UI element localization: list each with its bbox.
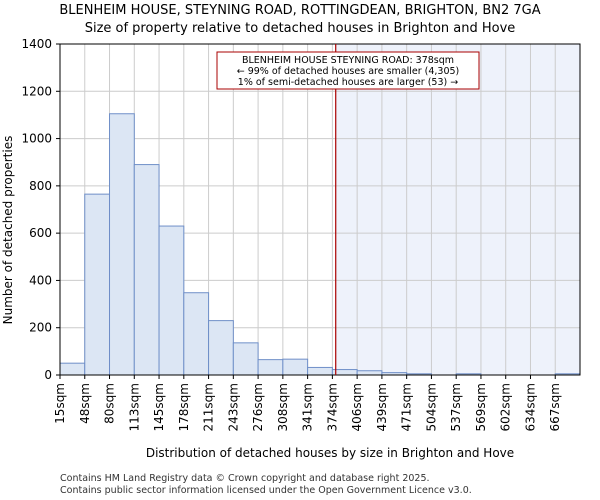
- x-tick-label: 211sqm: [202, 383, 216, 431]
- x-tick-label: 178sqm: [177, 383, 191, 431]
- bar: [59, 362, 86, 376]
- x-tick-label: 569sqm: [474, 383, 488, 431]
- chart-subtitle: Size of property relative to detached ho…: [85, 21, 516, 36]
- y-tick-label: 600: [29, 226, 52, 240]
- x-tick-label: 667sqm: [548, 383, 562, 431]
- x-tick-label: 602sqm: [499, 383, 513, 431]
- y-tick-label: 0: [44, 368, 52, 382]
- chart-title: BLENHEIM HOUSE, STEYNING ROAD, ROTTINGDE…: [59, 3, 540, 18]
- y-tick-label: 1200: [21, 84, 52, 98]
- bar: [356, 370, 383, 376]
- annotation-line: 1% of semi-detached houses are larger (5…: [238, 77, 458, 88]
- x-tick-label: 48sqm: [78, 383, 92, 424]
- x-tick-label: 15sqm: [53, 383, 67, 424]
- bar: [109, 113, 135, 376]
- y-axis-label: Number of detached properties: [1, 136, 15, 325]
- annotation-line: ← 99% of detached houses are smaller (4,…: [237, 66, 460, 77]
- x-tick-label: 471sqm: [400, 383, 414, 431]
- x-tick-label: 80sqm: [103, 383, 117, 424]
- y-tick-label: 1000: [21, 132, 52, 146]
- x-tick-label: 308sqm: [276, 383, 290, 431]
- x-tick-label: 276sqm: [251, 383, 265, 431]
- y-tick-label: 400: [29, 273, 52, 287]
- x-tick-label: 374sqm: [325, 383, 339, 431]
- x-tick-label: 341sqm: [301, 383, 315, 431]
- x-tick-label: 145sqm: [152, 383, 166, 431]
- x-tick-label: 537sqm: [449, 383, 463, 431]
- bar: [183, 292, 210, 376]
- bar: [133, 164, 160, 376]
- bar: [257, 359, 284, 376]
- annotation-line: BLENHEIM HOUSE STEYNING ROAD: 378sqm: [242, 55, 454, 66]
- bar: [232, 342, 259, 376]
- plot-frame: [59, 43, 581, 376]
- x-tick-label: 439sqm: [375, 383, 389, 431]
- x-tick-label: 504sqm: [424, 383, 438, 431]
- footer-line-2: Contains public sector information licen…: [60, 485, 472, 496]
- bar: [282, 358, 309, 376]
- bar: [158, 225, 185, 376]
- y-tick-label: 200: [29, 321, 52, 335]
- y-tick-label: 1400: [21, 37, 52, 51]
- x-axis-label: Distribution of detached houses by size …: [146, 446, 514, 460]
- y-tick-label: 800: [29, 179, 52, 193]
- x-tick-label: 634sqm: [523, 383, 537, 431]
- bar: [84, 193, 111, 376]
- highlight-region: [335, 44, 580, 375]
- x-tick-label: 243sqm: [226, 383, 240, 431]
- annotation-box: [216, 51, 480, 90]
- x-tick-label: 406sqm: [350, 383, 364, 431]
- plot-area: 0 200 400 600 800 1000 1200 1400 15sqm 48sqm 80sqm…: [21, 37, 581, 431]
- footer-line-1: Contains HM Land Registry data © Crown c…: [60, 473, 430, 484]
- x-tick-label: 113sqm: [127, 383, 141, 431]
- bar: [208, 320, 234, 376]
- bar: [307, 366, 333, 376]
